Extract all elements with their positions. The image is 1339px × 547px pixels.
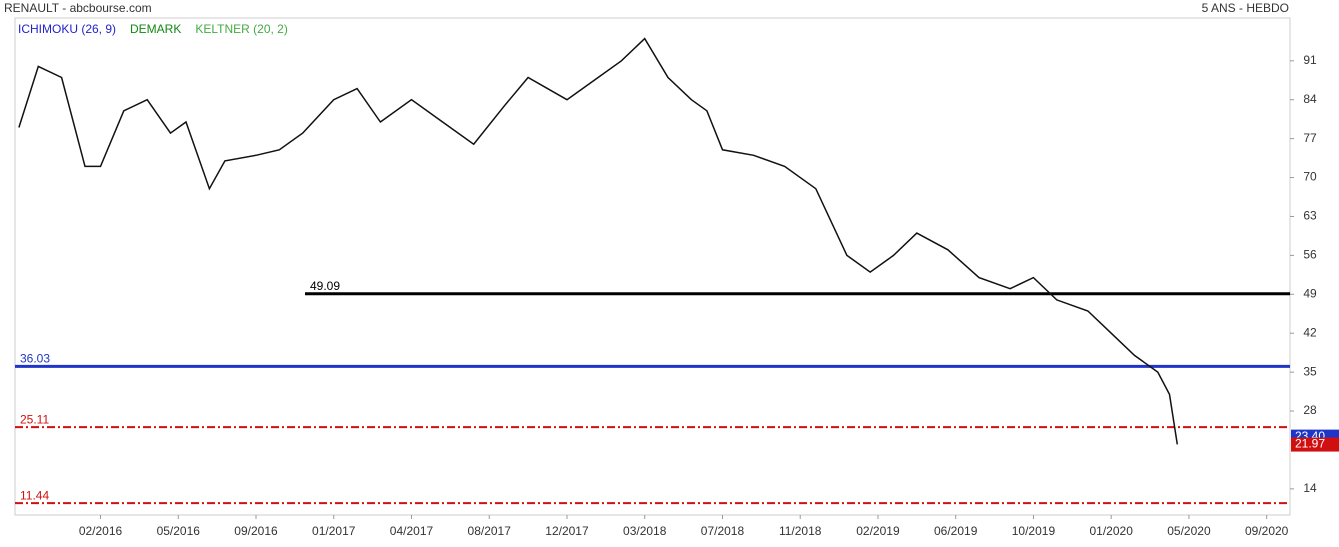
price-tag (1291, 437, 1339, 452)
y-tick-label: 35 (1303, 364, 1317, 378)
x-tick-label: 03/2018 (623, 524, 667, 538)
chart-title: RENAULT - abcbourse.com (4, 1, 152, 15)
level-label: 25.11 (20, 412, 49, 426)
x-tick-label: 10/2019 (1012, 524, 1056, 538)
x-tick-label: 05/2016 (157, 524, 201, 538)
level-label: 49.09 (310, 279, 340, 293)
legend-entry: DEMARK (130, 22, 181, 36)
price-tag-label: 21.97 (1295, 437, 1325, 451)
chart-subtitle: 5 ANS - HEBDO (1202, 1, 1289, 15)
level-label: 36.03 (20, 352, 50, 366)
price-line (18, 37, 1179, 445)
x-tick-label: 09/2020 (1245, 524, 1289, 538)
y-tick-label: 84 (1303, 92, 1317, 106)
y-tick-label: 14 (1303, 481, 1317, 495)
x-tick-label: 02/2019 (856, 524, 900, 538)
y-tick-label: 28 (1303, 403, 1317, 417)
x-tick-label: 04/2017 (390, 524, 434, 538)
x-tick-label: 01/2017 (312, 524, 356, 538)
y-tick-label: 42 (1303, 325, 1317, 339)
x-tick-label: 08/2017 (468, 524, 512, 538)
y-tick-label: 91 (1303, 53, 1317, 67)
plot-frame (14, 17, 1291, 516)
x-tick-label: 07/2018 (701, 524, 745, 538)
y-tick-label: 70 (1303, 170, 1317, 184)
legend-entry: ICHIMOKU (26, 9) (18, 22, 116, 36)
x-tick-label: 02/2016 (79, 524, 123, 538)
x-tick-label: 06/2019 (934, 524, 978, 538)
x-tick-label: 05/2020 (1167, 524, 1211, 538)
x-tick-label: 01/2020 (1089, 524, 1133, 538)
x-tick-label: 11/2018 (779, 524, 822, 538)
level-label: 11.44 (20, 488, 49, 502)
y-tick-label: 49 (1303, 286, 1317, 300)
y-tick-label: 56 (1303, 248, 1317, 262)
legend-entry: KELTNER (20, 2) (195, 22, 287, 36)
x-tick-label: 12/2017 (545, 524, 589, 538)
y-tick-label: 63 (1303, 209, 1317, 223)
x-tick-label: 09/2016 (234, 524, 278, 538)
y-tick-label: 77 (1303, 131, 1317, 145)
